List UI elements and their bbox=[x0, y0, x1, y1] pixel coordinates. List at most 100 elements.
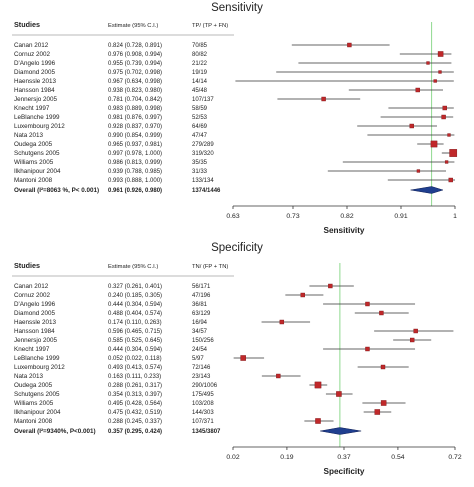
study-point-marker bbox=[328, 283, 333, 289]
x-tick-label: 0.91 bbox=[394, 213, 407, 220]
overall-counts: 1345/3807 bbox=[192, 429, 221, 435]
study-counts: 144/303 bbox=[192, 410, 214, 416]
sensitivity-title: Sensitivity bbox=[211, 2, 263, 14]
study-name: Canan 2012 bbox=[14, 42, 49, 49]
study-estimate: 0.928 (0.837, 0.970) bbox=[108, 124, 162, 130]
study-counts: 36/81 bbox=[192, 302, 208, 308]
study-counts: 150/256 bbox=[192, 338, 214, 344]
study-estimate: 0.585 (0.525, 0.645) bbox=[108, 338, 162, 344]
study-estimate: 0.983 (0.889, 0.998) bbox=[108, 106, 162, 112]
study-estimate: 0.240 (0.185, 0.305) bbox=[108, 293, 162, 299]
study-point-marker bbox=[413, 328, 418, 334]
study-estimate: 0.939 (0.788, 0.985) bbox=[108, 169, 162, 175]
study-counts: 47/47 bbox=[192, 133, 208, 139]
study-point-marker bbox=[409, 337, 415, 343]
study-name: D'Angelo 1996 bbox=[14, 301, 56, 308]
study-point-marker bbox=[449, 149, 458, 157]
study-estimate: 0.327 (0.261, 0.401) bbox=[108, 284, 162, 290]
study-name: Ilkhanipour 2004 bbox=[14, 168, 61, 175]
overall-counts: 1374/1446 bbox=[192, 188, 221, 194]
specificity-plot-svg: Studies Estimate (95% C.I.) TN/ (FP + TN) C… bbox=[12, 261, 462, 476]
x-tick-label: 0.02 bbox=[226, 454, 239, 461]
study-counts: 14/14 bbox=[192, 79, 208, 85]
overall-estimate: 0.961 (0.926, 0.980) bbox=[108, 188, 162, 194]
study-estimate: 0.981 (0.876, 0.997) bbox=[108, 115, 162, 121]
study-name: Williams 2005 bbox=[14, 159, 54, 166]
study-name: Diamond 2005 bbox=[14, 310, 55, 317]
x-tick-label: 0.37 bbox=[337, 454, 350, 461]
study-counts: 133/134 bbox=[192, 178, 214, 184]
study-name: Luxembourg 2012 bbox=[14, 123, 65, 130]
study-estimate: 0.955 (0.739, 0.994) bbox=[108, 61, 162, 67]
header-studies: Studies bbox=[14, 261, 40, 270]
study-point-marker bbox=[300, 292, 305, 298]
study-name: Schutgens 2005 bbox=[14, 391, 60, 398]
study-counts: 80/82 bbox=[192, 52, 208, 58]
study-estimate: 0.824 (0.728, 0.891) bbox=[108, 43, 162, 49]
study-name: Knecht 1997 bbox=[14, 105, 50, 112]
study-point-marker bbox=[409, 123, 414, 129]
study-point-marker bbox=[240, 355, 246, 361]
study-name: Diamond 2005 bbox=[14, 69, 55, 76]
study-counts: 52/53 bbox=[192, 115, 208, 121]
study-point-marker bbox=[314, 381, 322, 389]
x-tick-label: 0.19 bbox=[280, 454, 293, 461]
study-point-marker bbox=[416, 169, 421, 173]
study-estimate: 0.475 (0.432, 0.519) bbox=[108, 410, 162, 416]
study-counts: 72/146 bbox=[192, 365, 211, 371]
specificity-forest-plot: Studies Estimate (95% C.I.) TN/ (FP + TN) C… bbox=[0, 241, 474, 487]
study-estimate: 0.052 (0.022, 0.118) bbox=[108, 356, 162, 362]
study-point-marker bbox=[441, 114, 446, 120]
study-estimate: 0.163 (0.111, 0.233) bbox=[108, 374, 161, 380]
study-point-marker bbox=[374, 409, 381, 415]
study-estimate: 0.444 (0.304, 0.594) bbox=[108, 347, 162, 353]
sensitivity-plot-svg: Studies Estimate (95% C.I.) TP/ (TP + FN) C… bbox=[12, 20, 458, 235]
study-counts: 64/69 bbox=[192, 124, 208, 130]
study-point-marker bbox=[437, 51, 444, 57]
study-name: Williams 2005 bbox=[14, 400, 54, 407]
study-name: Oudega 2005 bbox=[14, 382, 53, 389]
study-counts: 34/57 bbox=[192, 329, 208, 335]
study-counts: 319/320 bbox=[192, 151, 214, 157]
study-estimate: 0.997 (0.978, 1.000) bbox=[108, 151, 162, 157]
study-name: Hansson 1984 bbox=[14, 328, 55, 335]
study-point-marker bbox=[379, 310, 384, 316]
study-point-marker bbox=[444, 160, 449, 164]
study-name: Jennersjo 2005 bbox=[14, 337, 58, 344]
study-point-marker bbox=[430, 140, 438, 148]
study-counts: 290/1006 bbox=[192, 383, 218, 389]
header-counts: TN/ (FP + TN) bbox=[192, 264, 228, 270]
study-point-marker bbox=[279, 319, 285, 325]
study-estimate: 0.174 (0.110, 0.263) bbox=[108, 320, 162, 326]
overall-estimate: 0.357 (0.295, 0.424) bbox=[108, 429, 162, 435]
header-estimate: Estimate (95% C.I.) bbox=[108, 264, 158, 270]
study-point-marker bbox=[442, 105, 447, 111]
study-name: Nata 2013 bbox=[14, 373, 44, 380]
x-tick-label: 0.72 bbox=[448, 454, 461, 461]
overall-label: Overall (I²=9340%, P<0.001) bbox=[14, 428, 96, 435]
sensitivity-forest-plot: Studies Estimate (95% C.I.) TP/ (TP + FN) C… bbox=[12, 20, 458, 235]
study-estimate: 0.288 (0.261, 0.317) bbox=[108, 383, 162, 389]
study-name: Luxembourg 2012 bbox=[14, 364, 65, 371]
study-counts: 5/97 bbox=[192, 356, 204, 362]
study-point-marker bbox=[365, 301, 370, 307]
study-point-marker bbox=[380, 400, 387, 406]
study-estimate: 0.965 (0.937, 0.981) bbox=[108, 142, 162, 148]
x-tick-label: 0.82 bbox=[340, 213, 353, 220]
overall-label: Overall (I²=8063 %, P< 0.001) bbox=[14, 187, 99, 194]
study-point-marker bbox=[347, 42, 352, 48]
study-point-marker bbox=[415, 87, 420, 93]
study-point-marker bbox=[426, 61, 430, 65]
study-estimate: 0.967 (0.634, 0.998) bbox=[108, 79, 162, 85]
study-counts: 16/94 bbox=[192, 320, 208, 326]
study-counts: 35/35 bbox=[192, 160, 208, 166]
header-studies: Studies bbox=[14, 20, 40, 29]
study-name: Knecht 1997 bbox=[14, 346, 50, 353]
study-name: Haenssle 2013 bbox=[14, 78, 57, 85]
study-name: Jennersjo 2005 bbox=[14, 96, 58, 103]
study-name: Ilkhanipour 2004 bbox=[14, 409, 61, 416]
header-estimate: Estimate (95% C.I.) bbox=[108, 23, 158, 29]
overall-diamond bbox=[410, 186, 444, 194]
study-name: Oudega 2005 bbox=[14, 141, 53, 148]
study-estimate: 0.495 (0.428, 0.564) bbox=[108, 401, 162, 407]
